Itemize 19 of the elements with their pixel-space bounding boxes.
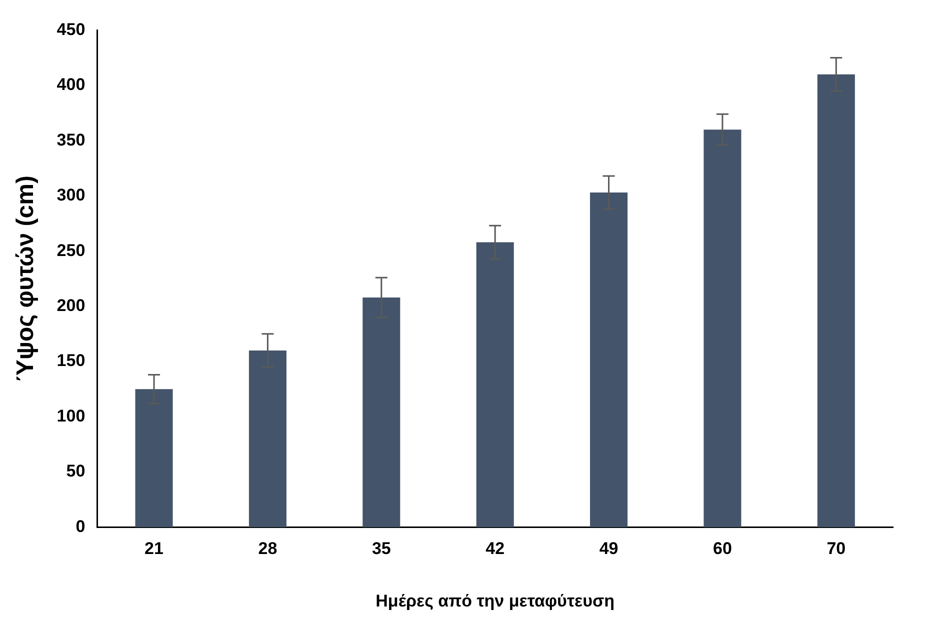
y-tick-label: 350 xyxy=(56,130,86,150)
y-tick-label: 200 xyxy=(56,296,86,315)
x-axis-title: Ημέρες από την μεταφύτευση xyxy=(376,591,615,610)
y-tick-label: 450 xyxy=(56,20,86,39)
y-axis-title: Ύψος φυτών (cm) xyxy=(12,176,40,382)
y-tick-label: 0 xyxy=(76,516,86,536)
y-tick-label: 150 xyxy=(56,351,86,370)
x-tick-label: 28 xyxy=(258,539,278,558)
y-tick-label: 300 xyxy=(56,186,86,205)
x-tick-label: 21 xyxy=(144,539,164,558)
x-tick-label: 70 xyxy=(826,539,846,558)
y-tick-label: 100 xyxy=(56,406,86,426)
x-tick-label: 35 xyxy=(372,539,391,558)
y-tick-label: 400 xyxy=(56,75,86,94)
y-tick-label: 50 xyxy=(66,462,86,481)
x-tick-label: 60 xyxy=(713,539,732,558)
x-tick-label: 42 xyxy=(486,539,505,558)
y-tick-label: 250 xyxy=(56,240,86,260)
x-tick-label: 49 xyxy=(599,539,618,558)
